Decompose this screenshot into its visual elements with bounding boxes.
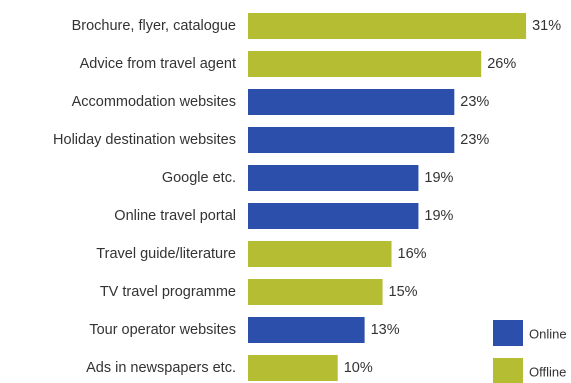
category-label: TV travel programme [100,284,236,300]
bar [248,355,338,381]
value-label: 31% [532,18,561,34]
value-label: 26% [487,56,516,72]
category-label: Accommodation websites [72,94,236,110]
bar [248,127,455,153]
legend-swatch [493,358,523,383]
category-label: Google etc. [162,170,236,186]
bar [248,279,383,305]
legend-label: Online [529,327,567,342]
bars-group [248,13,527,381]
value-label: 16% [398,246,427,262]
bar [248,89,455,115]
category-label: Ads in newspapers etc. [86,360,236,376]
category-label: Travel guide/literature [96,246,236,262]
category-label: Tour operator websites [89,322,236,338]
bar [248,165,419,191]
value-label: 19% [424,170,453,186]
category-label: Advice from travel agent [80,56,236,72]
legend-label: Offline [529,365,566,380]
category-labels: Brochure, flyer, catalogue Advice from tr… [53,18,236,376]
value-labels: 31% 26% 23% 23% 19% 19% 16% 15% 13% 10% [344,18,561,376]
bar [248,317,365,343]
bar [248,13,527,39]
bar [248,51,482,77]
category-label: Online travel portal [114,208,236,224]
category-label: Holiday destination websites [53,132,236,148]
value-label: 23% [460,132,489,148]
legend-swatch [493,320,523,346]
category-label: Brochure, flyer, catalogue [72,18,236,34]
value-label: 15% [389,284,418,300]
legend: Online Offline [493,320,567,383]
value-label: 13% [371,322,400,338]
bar [248,203,419,229]
bar [248,241,392,267]
value-label: 23% [460,94,489,110]
value-label: 19% [424,208,453,224]
value-label: 10% [344,360,373,376]
